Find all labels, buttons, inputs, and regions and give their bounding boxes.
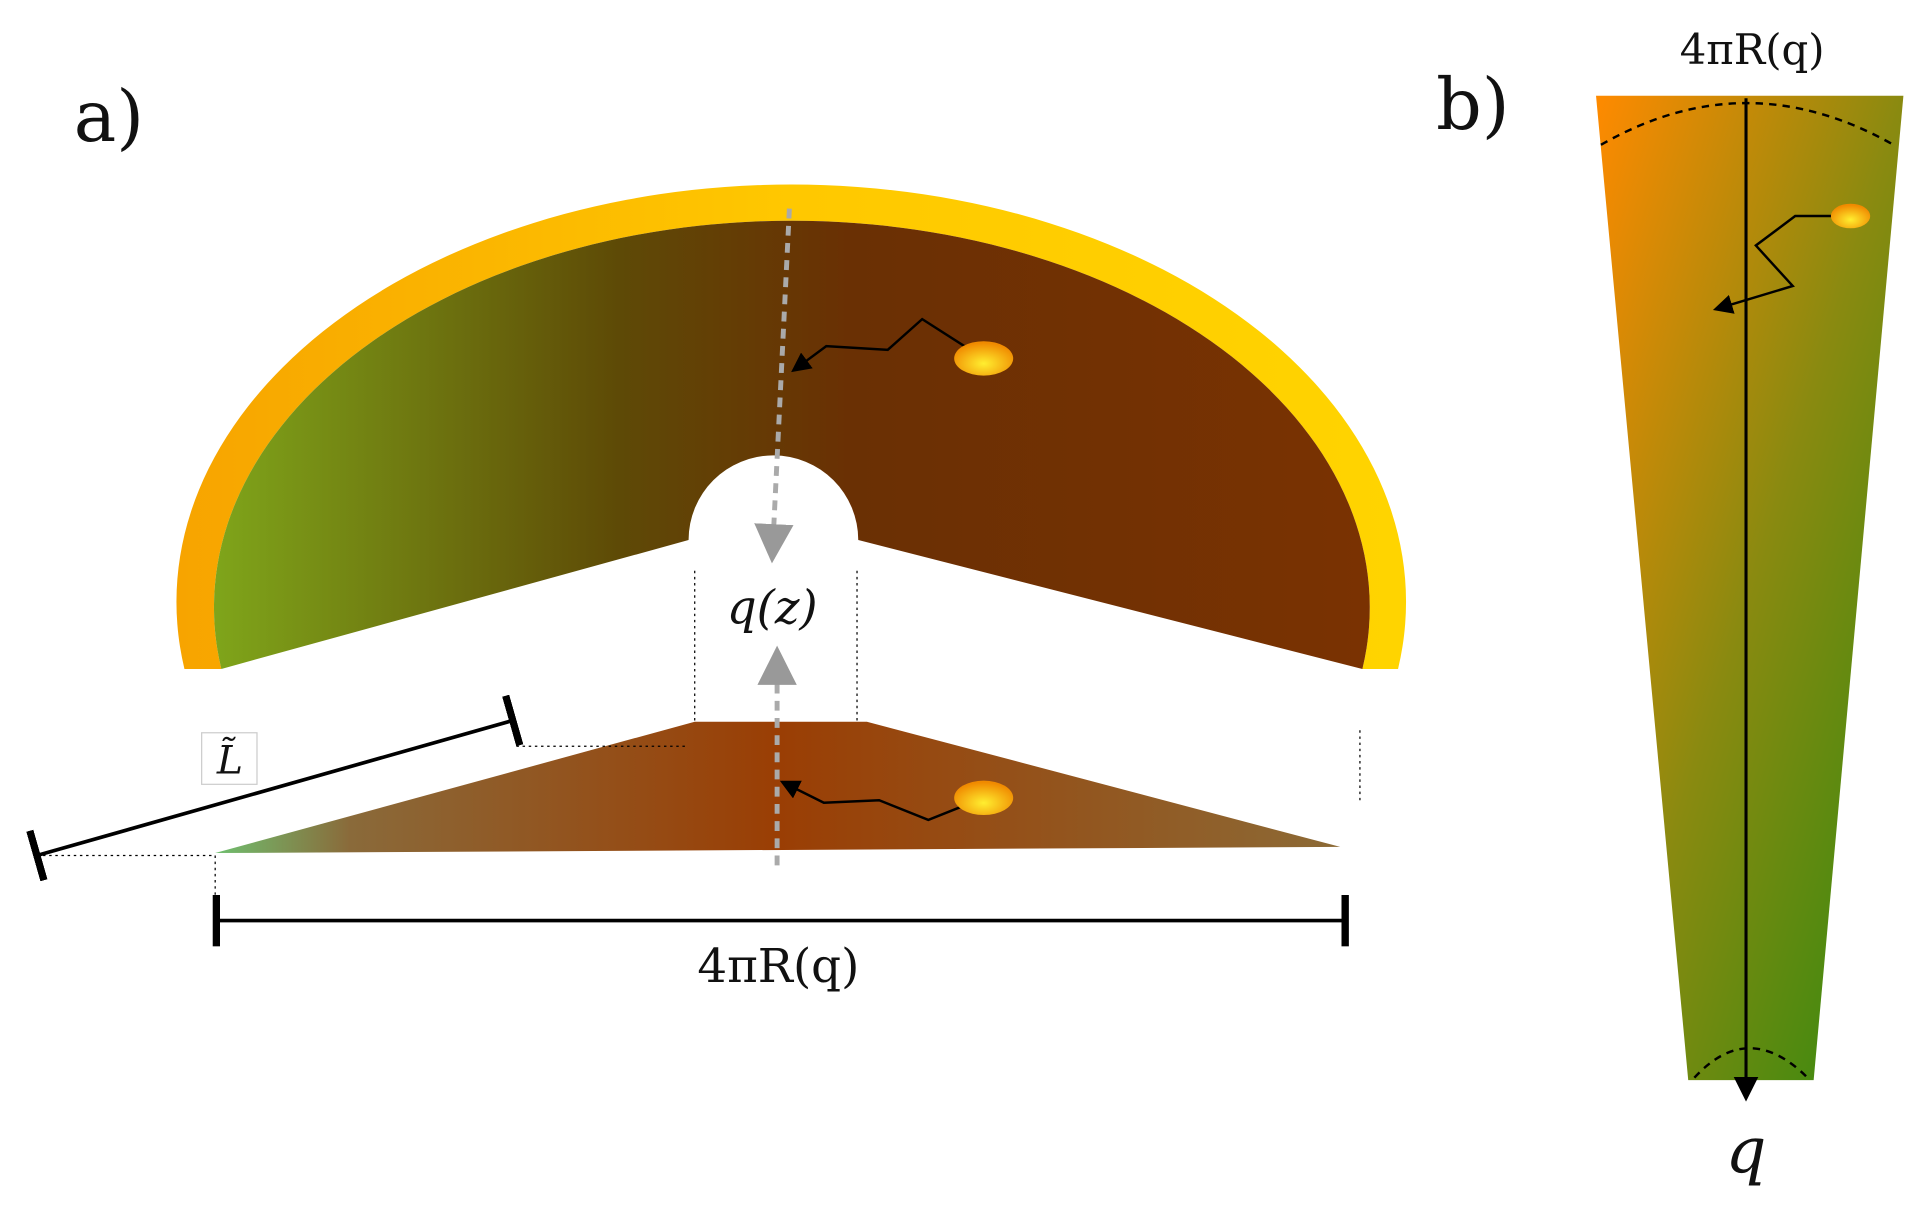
length-label: L̃ — [216, 736, 243, 783]
strip — [1596, 95, 1904, 1081]
center-label: q(z) — [727, 582, 818, 636]
projection-arrow — [754, 208, 794, 564]
walk-path — [779, 780, 985, 822]
panel-label: b) — [1436, 63, 1509, 146]
fan-surface — [213, 220, 1370, 669]
particle — [954, 780, 1014, 816]
particle — [1830, 203, 1871, 229]
width-label: 4πR(q) — [1680, 25, 1825, 74]
particle — [954, 341, 1014, 376]
dashed-arc — [1693, 1047, 1809, 1079]
length-bar — [26, 694, 524, 882]
walk-path — [791, 317, 985, 373]
axis-label: q — [1726, 1114, 1767, 1188]
panel-label: a) — [74, 75, 144, 158]
width-label: 4πR(q) — [697, 940, 859, 994]
label-box — [201, 732, 258, 785]
walk-path — [1712, 214, 1833, 314]
